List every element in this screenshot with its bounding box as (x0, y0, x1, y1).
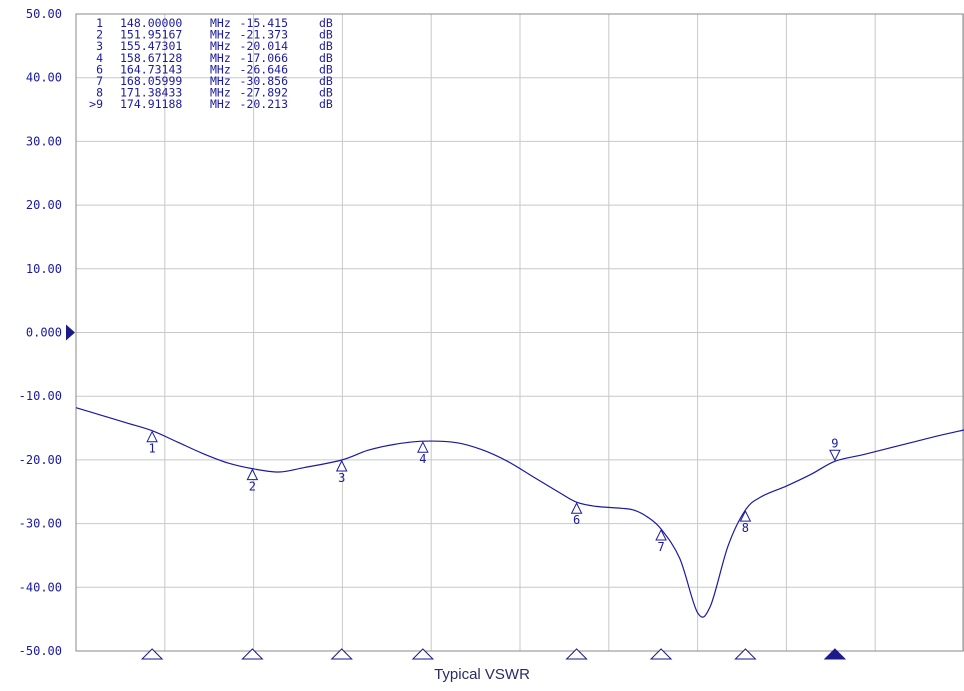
marker-table-id: 3 (96, 39, 103, 53)
marker-table-frequency: 164.73143 (120, 62, 182, 76)
marker-6-label: 6 (573, 513, 580, 527)
marker-table-frequency-unit: MHz (210, 28, 231, 42)
marker-table-frequency: 151.95167 (120, 28, 182, 42)
plot-frame (75, 13, 964, 652)
marker-table: 1 148.00000 MHz -15.415 dB 2 151.95167 MHz -21.3… (89, 16, 333, 111)
marker-table-frequency-unit: MHz (210, 97, 231, 111)
marker-position-indicators[interactable] (140, 648, 847, 660)
marker-table-frequency-unit: MHz (210, 62, 231, 76)
marker-8-triangle[interactable] (739, 510, 752, 522)
marker-7-position-indicator[interactable] (649, 648, 673, 660)
y-tick-label: -40.00 (19, 580, 62, 594)
marker-9-label: 9 (831, 436, 838, 450)
marker-2-position-indicator[interactable] (241, 648, 264, 660)
marker-table-frequency-unit: MHz (210, 51, 231, 65)
marker-table-frequency-unit: MHz (210, 39, 231, 53)
marker-2-triangle[interactable] (246, 468, 259, 481)
marker-table-value: -17.066 (240, 51, 289, 65)
marker-3-label: 3 (338, 471, 345, 485)
marker-7-triangle[interactable] (655, 528, 667, 541)
plot-grid (75, 13, 964, 652)
marker-4-label: 4 (419, 452, 426, 466)
marker-table-frequency: 155.47301 (120, 39, 182, 53)
marker-table-id: 2 (96, 28, 103, 42)
marker-9-triangle[interactable] (829, 449, 841, 462)
marker-table-value: -27.892 (240, 86, 288, 100)
marker-6-position-indicator[interactable] (565, 648, 588, 660)
marker-8-position-indicator[interactable] (734, 648, 757, 660)
marker-table-frequency: 158.67128 (120, 51, 182, 65)
y-tick-label: 40.00 (26, 71, 62, 85)
marker-6-triangle[interactable] (570, 502, 583, 514)
marker-table-value-unit: dB (319, 62, 333, 76)
y-tick-label: 10.00 (26, 262, 62, 276)
marker-table-value-unit: dB (319, 28, 333, 42)
marker-9-position-indicator[interactable] (823, 648, 847, 660)
marker-3-position-indicator[interactable] (330, 648, 353, 660)
marker-table-value: -20.014 (240, 39, 289, 53)
y-tick-label: 0.000 (26, 326, 62, 340)
marker-2-label: 2 (249, 480, 256, 494)
marker-table-id: 4 (96, 51, 103, 65)
marker-3-triangle[interactable] (335, 459, 348, 472)
marker-1-triangle[interactable] (146, 430, 158, 443)
marker-table-frequency: 168.05999 (120, 74, 182, 88)
marker-table-frequency: 171.38433 (120, 86, 182, 100)
trace-markers[interactable]: 1 2 3 4 6 7 8 9 (146, 430, 841, 554)
marker-7-label: 7 (657, 540, 664, 554)
marker-table-frequency-unit: MHz (210, 16, 231, 30)
marker-table-value-unit: dB (319, 74, 333, 88)
marker-table-value: -15.415 (240, 16, 288, 30)
marker-table-value: -26.646 (240, 62, 289, 76)
y-tick-labels: 50.00 40.00 30.00 20.00 10.00 0.000 -10.00 -20.… (19, 7, 62, 658)
marker-table-frequency-unit: MHz (210, 86, 231, 100)
y-tick-label: -30.00 (19, 517, 62, 531)
marker-table-id: 7 (96, 74, 103, 88)
marker-table-frequency: 148.00000 (120, 16, 182, 30)
marker-table-value-unit: dB (319, 39, 333, 53)
marker-1-label: 1 (148, 442, 155, 456)
marker-table-id: 1 (96, 16, 103, 30)
chart-caption: Typical VSWR (434, 666, 530, 683)
marker-4-position-indicator[interactable] (411, 648, 435, 660)
marker-table-id: >9 (89, 97, 103, 111)
marker-table-frequency: 174.91188 (120, 97, 182, 111)
y-tick-label: 30.00 (26, 134, 62, 148)
marker-table-value-unit: dB (319, 86, 333, 100)
y-tick-label: 20.00 (26, 198, 62, 212)
reference-level-indicator (66, 324, 75, 341)
marker-table-value: -20.213 (240, 97, 289, 111)
marker-4-triangle[interactable] (417, 441, 429, 453)
marker-table-frequency-unit: MHz (210, 74, 231, 88)
marker-table-value-unit: dB (319, 51, 333, 65)
y-tick-label: 50.00 (26, 7, 62, 21)
marker-table-value: -21.373 (240, 28, 289, 42)
marker-table-id: 6 (96, 62, 103, 76)
marker-table-value: -30.856 (240, 74, 289, 88)
marker-table-id: 8 (96, 86, 103, 100)
marker-1-position-indicator[interactable] (140, 648, 164, 660)
marker-table-value-unit: dB (319, 16, 333, 30)
reference-level-arrow (66, 324, 75, 341)
marker-table-value-unit: dB (319, 97, 333, 111)
y-tick-label: -10.00 (19, 389, 62, 403)
y-tick-label: -50.00 (19, 644, 62, 658)
y-tick-label: -20.00 (19, 453, 62, 467)
marker-8-label: 8 (742, 521, 749, 535)
